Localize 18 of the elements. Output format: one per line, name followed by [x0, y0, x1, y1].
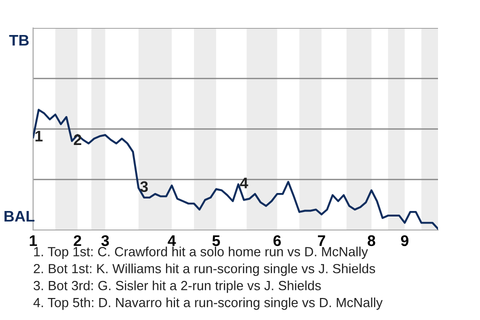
- text: 4. Top 5th: D. Navarro hit a run-scoring single vs D. McNally: [33, 298, 383, 310]
- annotation: BAL: [4, 211, 34, 222]
- x-tick-label: 5: [212, 235, 220, 246]
- annotation: 3: [140, 181, 148, 192]
- text: 1. Top 1st: C. Crawford hit a solo home run vs D. McNally: [34, 246, 368, 259]
- text: 3. Bot 3rd: G. Sisler hit a 2-run triple vs J. Shields: [34, 280, 321, 293]
- text: 2. Bot 1st: K. Williams hit a run-scoring single vs J. Shields: [34, 264, 376, 276]
- x-tick-label: 3: [101, 235, 109, 246]
- x-tick-label: 2: [74, 235, 82, 246]
- x-tick-label: 7: [318, 235, 326, 246]
- x-tick-label: 8: [368, 235, 376, 246]
- annotation: 4: [240, 178, 248, 188]
- x-tick-label: 1: [30, 235, 37, 246]
- x-tick-label: 9: [401, 235, 408, 246]
- annotation: 1: [35, 130, 43, 142]
- x-tick-label: 4: [168, 235, 176, 246]
- text: TB: [9, 35, 29, 46]
- x-tick-label: 6: [273, 235, 281, 246]
